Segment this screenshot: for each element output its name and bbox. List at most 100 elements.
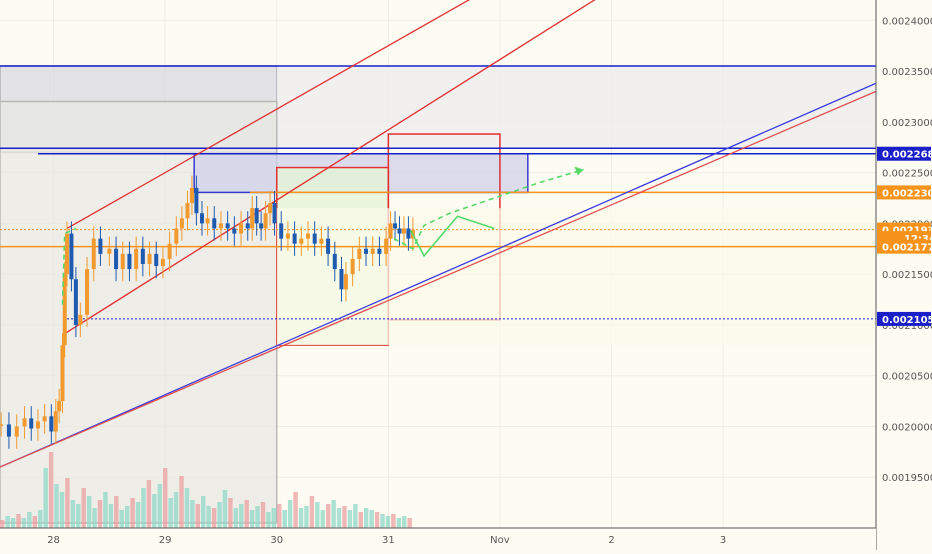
volume-bar-72 xyxy=(391,514,396,528)
candle-body-39 xyxy=(232,228,237,234)
volume-bar-27 xyxy=(146,480,152,528)
volume-bar-59 xyxy=(320,510,325,528)
candle-body-10 xyxy=(60,345,65,402)
volume-bar-63 xyxy=(342,506,347,528)
volume-bar-49 xyxy=(266,512,271,528)
volume-bar-22 xyxy=(119,510,124,528)
time-tick-label-6: 3 xyxy=(720,535,726,546)
volume-bar-4 xyxy=(21,518,27,528)
channel-line-3 xyxy=(66,0,471,230)
candle-body-8 xyxy=(53,411,58,432)
volume-bar-37 xyxy=(201,496,206,528)
volume-bar-62 xyxy=(336,508,342,528)
volume-bar-74 xyxy=(402,516,407,528)
volume-bar-36 xyxy=(195,504,201,528)
horizontal-lines xyxy=(0,65,876,320)
candle-body-60 xyxy=(357,248,362,259)
candle-body-51 xyxy=(299,238,304,244)
volume-bar-29 xyxy=(157,484,162,528)
candle-body-9 xyxy=(57,401,62,412)
volume-bar-6 xyxy=(32,516,38,528)
volume-bar-20 xyxy=(108,504,114,528)
price-label-box-0 xyxy=(877,146,931,161)
price-label-text-2: 0.0021939 xyxy=(882,226,932,237)
price-label-text-5: 0.0021059 xyxy=(882,315,932,326)
candle-body-23 xyxy=(134,248,139,270)
candle-body-32 xyxy=(189,187,194,204)
volume-bar-46 xyxy=(249,510,255,528)
candle-body-69 xyxy=(406,228,411,239)
volume-bar-8 xyxy=(43,468,48,528)
volume-bar-31 xyxy=(168,498,173,528)
candle-body-38 xyxy=(225,223,230,229)
volume-bar-64 xyxy=(347,510,353,528)
candle-body-3 xyxy=(22,418,27,427)
volume-bar-18 xyxy=(97,500,103,528)
time-axis-background xyxy=(0,528,876,550)
volume-bar-75 xyxy=(407,518,412,528)
volume-bar-52 xyxy=(282,510,287,528)
candle-body-22 xyxy=(127,253,132,270)
price-tick-label-8: 0.0023500 xyxy=(882,67,932,78)
candle-body-54 xyxy=(319,238,324,244)
candle-body-31 xyxy=(185,203,190,219)
price-label-text-3: 12:34 xyxy=(904,234,932,245)
volume-bar-26 xyxy=(141,488,146,528)
volume-bar-55 xyxy=(298,508,304,528)
projection-path-main xyxy=(393,168,584,250)
candle-body-1 xyxy=(6,424,11,437)
volume-bar-28 xyxy=(152,494,157,528)
candle-body-24 xyxy=(140,248,145,264)
time-tick-label-5: 2 xyxy=(608,535,614,546)
volume-bar-71 xyxy=(385,516,391,528)
price-tick-label-6: 0.0022500 xyxy=(882,169,932,180)
candle-body-47 xyxy=(272,203,277,224)
candle-body-19 xyxy=(107,248,112,254)
volume-bar-66 xyxy=(358,512,363,528)
candle-body-34 xyxy=(199,213,204,224)
price-tick-label-2: 0.0020500 xyxy=(882,372,932,383)
volume-bar-42 xyxy=(228,498,233,528)
volume-bar-11 xyxy=(59,492,65,528)
volume-bar-61 xyxy=(331,500,336,528)
candle-body-65 xyxy=(388,223,393,239)
price-label-box-4 xyxy=(877,239,931,254)
volume-bar-69 xyxy=(374,512,380,528)
candle-body-45 xyxy=(263,213,268,229)
candle-body-21 xyxy=(120,253,125,270)
volume-bar-10 xyxy=(54,484,59,528)
candle-body-42 xyxy=(250,208,255,229)
candle-body-4 xyxy=(29,418,34,429)
candle-body-26 xyxy=(154,253,159,267)
candle-body-11 xyxy=(62,274,67,346)
candle-body-41 xyxy=(245,223,250,229)
time-tick-label-4: Nov xyxy=(490,535,510,546)
candle-body-50 xyxy=(292,233,297,244)
volume-bar-51 xyxy=(277,504,282,528)
volume-bar-70 xyxy=(380,514,385,528)
candle-body-28 xyxy=(167,243,172,259)
volume-bar-57 xyxy=(309,496,315,528)
volume-bar-60 xyxy=(325,504,331,528)
volume-bar-44 xyxy=(239,504,244,528)
channel-lines xyxy=(0,0,877,468)
time-tick-label-3: 31 xyxy=(382,535,395,546)
candle-body-18 xyxy=(98,238,103,254)
candle-body-43 xyxy=(254,208,259,224)
volume-bar-5 xyxy=(27,512,32,528)
candle-body-67 xyxy=(397,228,402,234)
volume-bar-50 xyxy=(271,508,277,528)
zigzag-arrow-path xyxy=(409,215,495,258)
price-label-text-1: 0.0022305 xyxy=(882,188,932,199)
volume-bar-3 xyxy=(16,514,21,528)
price-label-text-0: 0.0022686 xyxy=(882,150,932,161)
candle-body-2 xyxy=(14,426,19,437)
volume-bar-35 xyxy=(190,500,195,528)
volume-bars xyxy=(0,452,412,528)
candle-body-36 xyxy=(212,218,217,229)
zone-rect-1 xyxy=(276,66,877,148)
price-tick-label-0: 0.0019500 xyxy=(882,473,932,484)
price-label-box-5 xyxy=(877,311,931,326)
